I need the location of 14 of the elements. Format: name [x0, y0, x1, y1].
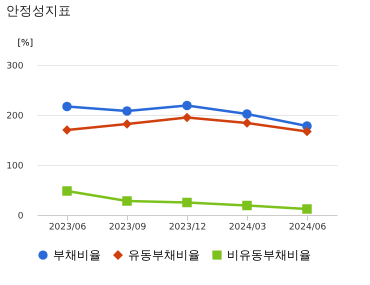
legend-label: 부채비율 — [53, 248, 101, 262]
y-tick-label: 100 — [6, 162, 24, 172]
x-tick-label: 2023/12 — [168, 222, 206, 232]
x-tick-label: 2024/06 — [288, 222, 326, 232]
y-tick-label: 0 — [18, 212, 24, 222]
chart-title: 안정성지표 — [6, 4, 71, 19]
y-tick-label: 200 — [6, 112, 24, 122]
legend-label: 유동부채비율 — [128, 248, 200, 262]
legend-label: 비유동부채비율 — [227, 248, 311, 262]
y-tick-label: 300 — [6, 62, 24, 72]
y-axis-title: [%] — [18, 38, 34, 48]
x-tick-label: 2024/03 — [228, 222, 266, 232]
x-tick-label: 2023/06 — [48, 222, 86, 232]
x-tick-label: 2023/09 — [108, 222, 146, 232]
